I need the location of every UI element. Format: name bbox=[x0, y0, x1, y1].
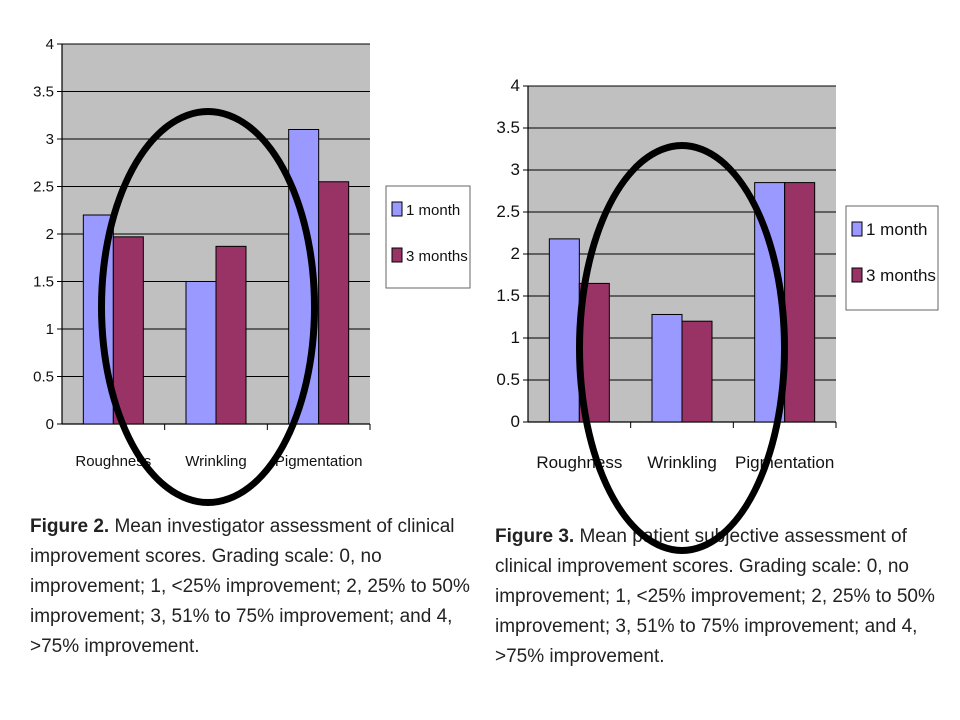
caption-label: Figure 3. bbox=[495, 526, 575, 547]
legend-swatch bbox=[391, 201, 403, 217]
y-tick-label: 0 bbox=[46, 416, 54, 433]
bar bbox=[784, 182, 816, 423]
y-tick-label: 4 bbox=[511, 76, 520, 95]
y-tick-label: 1.5 bbox=[496, 286, 520, 305]
y-tick-label: 3.5 bbox=[33, 84, 54, 101]
y-tick-label: 2 bbox=[46, 226, 54, 243]
y-tick-label: 1.5 bbox=[33, 274, 54, 291]
legend-label: 3 months bbox=[406, 248, 468, 265]
y-tick-label: 3 bbox=[511, 160, 520, 179]
legend-label: 3 months bbox=[866, 266, 936, 285]
legend-label: 1 month bbox=[406, 202, 460, 219]
caption-text: Mean investigator assessment of clinical… bbox=[30, 516, 470, 657]
legend-swatch bbox=[851, 221, 863, 237]
caption-label: Figure 2. bbox=[30, 516, 110, 537]
x-tick-label: Pigmentation bbox=[275, 453, 363, 470]
bar bbox=[318, 181, 350, 425]
y-tick-label: 1 bbox=[511, 328, 520, 347]
legend-swatch bbox=[391, 247, 403, 263]
y-tick-label: 4 bbox=[46, 36, 54, 53]
y-tick-label: 1 bbox=[46, 321, 54, 338]
bar bbox=[548, 238, 580, 423]
highlight-oval bbox=[98, 108, 318, 506]
figure-3-caption: Figure 3. Mean patient subjective assess… bbox=[495, 522, 940, 672]
caption-text: Mean patient subjective assessment of cl… bbox=[495, 526, 935, 667]
highlight-oval bbox=[576, 142, 788, 554]
x-tick-label: Roughness bbox=[75, 453, 151, 470]
figure-2-caption: Figure 2. Mean investigator assessment o… bbox=[30, 512, 475, 662]
legend-label: 1 month bbox=[866, 220, 927, 239]
y-tick-label: 0.5 bbox=[33, 369, 54, 386]
legend-swatch bbox=[851, 267, 863, 283]
y-tick-label: 0.5 bbox=[496, 370, 520, 389]
y-tick-label: 2.5 bbox=[33, 179, 54, 196]
y-tick-label: 2 bbox=[511, 244, 520, 263]
y-tick-label: 0 bbox=[511, 412, 520, 431]
y-tick-label: 3 bbox=[46, 131, 54, 148]
y-tick-label: 2.5 bbox=[496, 202, 520, 221]
y-tick-label: 3.5 bbox=[496, 118, 520, 137]
